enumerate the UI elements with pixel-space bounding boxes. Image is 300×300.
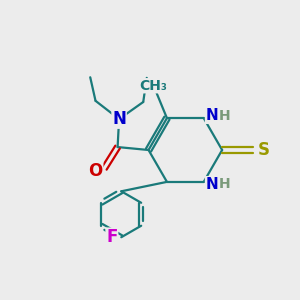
Text: H: H: [218, 177, 230, 191]
Text: S: S: [257, 141, 269, 159]
Text: CH₃: CH₃: [140, 79, 168, 93]
Text: H: H: [218, 109, 230, 123]
Text: F: F: [106, 228, 118, 246]
Text: N: N: [206, 108, 218, 123]
Text: N: N: [206, 177, 218, 192]
Text: O: O: [88, 162, 103, 180]
Text: N: N: [112, 110, 126, 128]
